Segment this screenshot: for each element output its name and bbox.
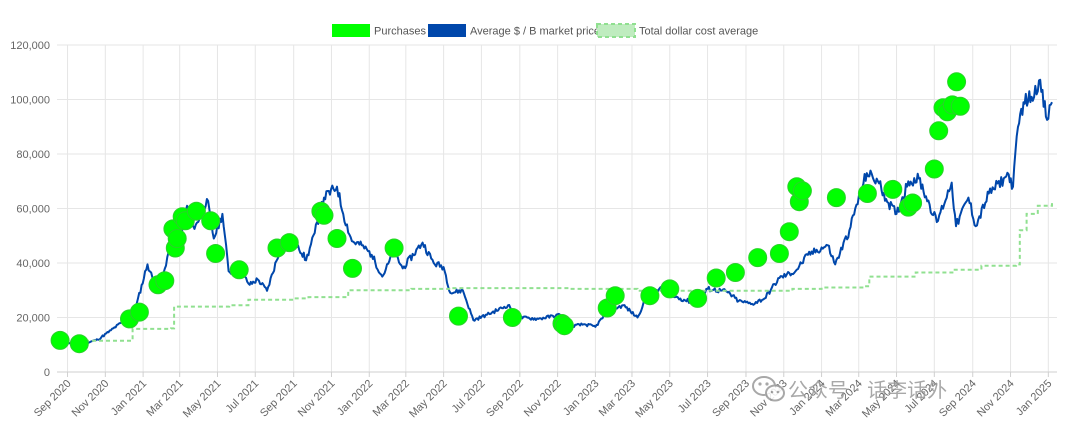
x-tick-label: Jan 2025 — [1014, 378, 1054, 418]
purchase-point — [314, 205, 334, 225]
wechat-icon — [752, 376, 785, 402]
dca-line — [57, 201, 1053, 342]
y-tick-label: 120,000 — [10, 40, 50, 52]
purchase-point — [779, 222, 799, 242]
purchase-point — [660, 279, 680, 299]
grid — [57, 44, 1057, 373]
x-tick-label: Nov 2020 — [70, 378, 112, 420]
purchase-point — [883, 179, 903, 199]
y-tick-label: 60,000 — [16, 204, 50, 216]
purchase-point — [826, 188, 846, 208]
purchase-point — [748, 248, 768, 268]
purchase-point — [947, 72, 967, 92]
legend-label-dca: Total dollar cost average — [639, 26, 758, 38]
x-tick-label: Mar 2022 — [371, 378, 412, 419]
legend-item-dca[interactable]: Total dollar cost average — [596, 23, 758, 38]
x-tick-label: Jul 2022 — [450, 378, 488, 416]
purchase-point — [502, 308, 522, 327]
x-tick-label: Sep 2023 — [710, 378, 752, 420]
purchase-point — [129, 302, 149, 322]
legend-item-price[interactable]: Average $ / B market price — [428, 24, 600, 38]
x-tick-label: Jan 2022 — [335, 378, 375, 418]
series-layer — [56, 78, 1053, 346]
purchase-point — [706, 268, 726, 288]
purchase-point — [605, 286, 625, 306]
y-tick-label: 100,000 — [10, 95, 50, 107]
purchase-point — [554, 316, 574, 336]
x-tick-label: May 2023 — [633, 378, 676, 421]
watermark-text: 公众号 · 话李话外 — [788, 378, 947, 402]
purchase-point — [924, 159, 944, 179]
purchase-point — [929, 121, 949, 141]
purchase-point — [155, 271, 175, 291]
purchase-point — [343, 258, 362, 278]
purchase-point — [167, 229, 187, 248]
purchase-point — [449, 306, 468, 326]
legend-swatch-purchases — [332, 24, 370, 37]
x-tick-label: Nov 2021 — [296, 378, 338, 420]
purchase-point — [792, 181, 812, 201]
purchase-point — [950, 96, 970, 116]
legend-swatch-dca — [596, 23, 636, 38]
x-tick-label: Jan 2021 — [109, 378, 149, 418]
purchase-point — [725, 263, 745, 282]
purchase-point — [903, 193, 923, 213]
legend[interactable]: Purchases Average $ / B market price Total… — [332, 23, 758, 38]
legend-item-purchases[interactable]: Purchases — [332, 24, 426, 38]
purchase-point — [857, 184, 877, 203]
purchase-point — [50, 330, 70, 350]
y-tick-label: 0 — [44, 367, 50, 379]
purchase-point — [69, 334, 89, 354]
y-tick-label: 80,000 — [16, 149, 50, 161]
y-tick-label: 20,000 — [16, 313, 50, 325]
x-tick-label: Jul 2021 — [223, 378, 261, 416]
purchase-point — [201, 211, 221, 231]
x-tick-label: Mar 2021 — [144, 378, 185, 419]
legend-label-purchases: Purchases — [374, 26, 426, 38]
purchase-point — [384, 238, 404, 258]
x-tick-label: Jul 2023 — [676, 378, 714, 416]
x-tick-label: Mar 2023 — [597, 378, 638, 419]
y-axis: 0 20,000 40,000 60,000 80,000 100,000 120,000 — [10, 40, 50, 379]
purchase-point — [229, 260, 249, 280]
x-tick-label: May 2021 — [181, 378, 224, 421]
price-line — [56, 78, 1053, 346]
x-tick-label: Nov 2024 — [975, 378, 1017, 420]
purchase-points — [50, 72, 970, 354]
purchase-point — [279, 233, 299, 253]
purchase-point — [688, 288, 708, 308]
purchase-point — [206, 244, 226, 263]
x-tick-label: Jan 2023 — [561, 378, 601, 418]
legend-swatch-price — [428, 24, 466, 37]
purchase-point — [327, 229, 347, 248]
x-tick-label: Sep 2021 — [258, 378, 300, 420]
watermark: 公众号 · 话李话外 — [752, 376, 947, 402]
x-tick-label: Nov 2022 — [522, 378, 564, 420]
purchase-point — [769, 244, 789, 263]
purchase-point — [640, 286, 660, 306]
purchase-point — [186, 201, 206, 221]
x-tick-label: May 2022 — [407, 378, 450, 421]
x-tick-label: Sep 2022 — [484, 378, 526, 420]
x-tick-label: Sep 2020 — [32, 378, 74, 420]
legend-label-price: Average $ / B market price — [470, 26, 600, 38]
y-tick-label: 40,000 — [16, 258, 50, 270]
